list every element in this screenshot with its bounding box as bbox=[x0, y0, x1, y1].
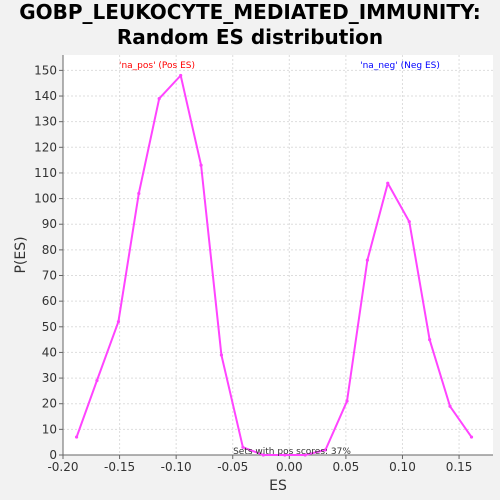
grid-lines bbox=[62, 55, 493, 456]
chart-title-line-1: GOBP_LEUKOCYTE_MEDIATED_IMMUNITY: bbox=[19, 0, 481, 24]
y-tick-label: 10 bbox=[42, 422, 57, 436]
data-point bbox=[323, 448, 328, 452]
y-tick-label: 150 bbox=[34, 63, 57, 77]
data-point bbox=[283, 453, 287, 457]
x-axis-label: ES bbox=[269, 478, 287, 494]
data-point bbox=[179, 73, 183, 78]
neg-es-label: 'na_neg' (Neg ES) bbox=[360, 61, 440, 71]
x-tick-label: 0.15 bbox=[446, 460, 473, 474]
y-tick-label: 60 bbox=[42, 294, 57, 308]
pos-es-label: 'na_pos' (Pos ES) bbox=[119, 61, 195, 71]
series-layer bbox=[74, 73, 474, 457]
y-axis-label: P(ES) bbox=[13, 236, 29, 273]
x-tick-label: -0.20 bbox=[47, 460, 78, 474]
y-tick-label: 40 bbox=[42, 345, 57, 359]
data-point bbox=[261, 453, 265, 457]
y-tick-label: 30 bbox=[42, 371, 57, 385]
data-point bbox=[157, 96, 161, 101]
x-tick-label: -0.15 bbox=[104, 460, 135, 474]
data-point bbox=[386, 181, 390, 185]
x-tick-label: 0.00 bbox=[276, 460, 303, 474]
x-tick-label: 0.05 bbox=[333, 460, 360, 474]
data-point bbox=[365, 258, 369, 262]
data-point bbox=[219, 353, 224, 357]
data-point bbox=[116, 320, 121, 324]
y-tick-label: 80 bbox=[42, 243, 57, 257]
y-tick-label: 100 bbox=[34, 192, 57, 206]
y-tick-label: 0 bbox=[49, 448, 57, 462]
tick-labels: 0 10 20 30 40 50 60 70 80 90 100 110 120 130 140 150 -0.… bbox=[34, 63, 472, 474]
y-tick-label: 130 bbox=[34, 115, 57, 129]
y-tick-label: 50 bbox=[42, 320, 57, 334]
y-tick-label: 20 bbox=[42, 397, 57, 411]
data-point bbox=[74, 435, 79, 439]
y-tick-label: 90 bbox=[42, 217, 57, 231]
data-point bbox=[137, 191, 141, 196]
data-point bbox=[199, 163, 203, 167]
y-tick-label: 120 bbox=[34, 140, 57, 154]
data-point bbox=[428, 338, 432, 342]
x-tick-label: -0.10 bbox=[161, 460, 192, 474]
data-point bbox=[241, 445, 245, 449]
series-line bbox=[75, 74, 473, 456]
plot-area bbox=[63, 55, 493, 455]
y-tick-label: 110 bbox=[34, 166, 57, 180]
pos-score-footer: Sets with pos scores: 37% bbox=[233, 447, 351, 457]
y-tick-label: 140 bbox=[34, 89, 57, 103]
data-point bbox=[448, 404, 452, 408]
y-tick-label: 70 bbox=[42, 269, 57, 283]
data-point bbox=[303, 453, 307, 457]
data-point bbox=[469, 435, 474, 439]
x-tick-label: 0.10 bbox=[389, 460, 416, 474]
data-point bbox=[345, 399, 349, 403]
data-point bbox=[95, 379, 99, 383]
chart-title-line-2: Random ES distribution bbox=[117, 25, 383, 49]
data-point bbox=[407, 220, 411, 224]
x-tick-label: -0.05 bbox=[217, 460, 248, 474]
